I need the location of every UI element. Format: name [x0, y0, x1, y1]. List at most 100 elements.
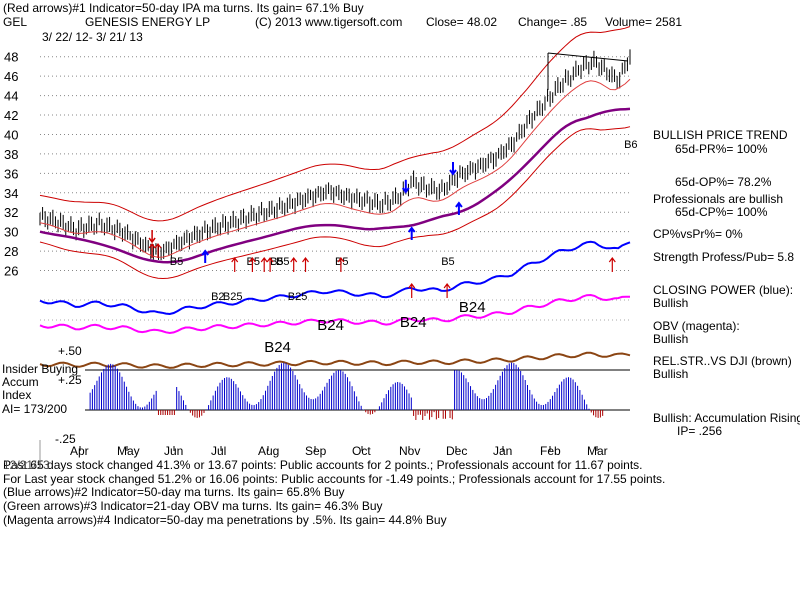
price-tick-label: 30: [4, 225, 18, 240]
signal-label: B5: [270, 256, 283, 268]
lower-band: [39, 126, 631, 280]
price-tick-label: 44: [4, 89, 18, 104]
price-tick-label: 38: [4, 147, 18, 162]
ma-50-line: [39, 107, 631, 264]
red-arrow: [260, 257, 268, 272]
blue-arrow-down: [402, 180, 410, 194]
red-arrow: [154, 243, 162, 258]
month-label: Jun: [164, 444, 183, 458]
op-value: 65d-OP%= 78.2%: [675, 175, 772, 189]
accum-label-accum: Accum: [2, 375, 39, 389]
month-label: Sep: [305, 444, 327, 458]
obv-line: [39, 293, 630, 335]
signal-label: B24: [400, 314, 427, 331]
month-label: Feb: [540, 444, 561, 458]
signal-label: B24: [317, 317, 344, 334]
indicator-2-text: (Blue arrows)#2 Indicator=50-day ma turn…: [3, 485, 345, 499]
price-change: Change= .85: [518, 15, 588, 29]
red-arrow: [608, 257, 616, 272]
footer-overlap-date: 12/21/13: [3, 458, 50, 472]
relstr-label: REL.STR..VS DJI (brown): [653, 354, 792, 368]
accum-ai: AI= 173/200: [2, 402, 68, 416]
cp-vs-pr: CP%vsPr%= 0%: [653, 227, 743, 241]
signal-label: B5: [170, 256, 183, 268]
red-arrow: [302, 257, 309, 272]
relstr-line: [39, 351, 631, 369]
signal-label: B6: [624, 139, 637, 151]
volume: Volume= 2581: [605, 15, 683, 29]
blue-arrow: [201, 249, 209, 263]
price-tick-label: 36: [4, 166, 18, 181]
red-arrow: [290, 257, 298, 272]
pr-value: 65d-PR%= 100%: [675, 142, 768, 156]
signal-label: B5: [441, 256, 454, 268]
price-tick-label: 46: [4, 69, 18, 84]
accum-status: Bullish: Accumulation Rising: [653, 411, 800, 425]
relstr-status: Bullish: [653, 367, 689, 381]
price-tick-label: 34: [4, 186, 18, 201]
pros-bullish: Professionals are bullish: [653, 192, 784, 206]
red-arrow: [443, 283, 451, 298]
trend-title: BULLISH PRICE TREND: [653, 128, 788, 142]
ip-value: IP= .256: [677, 424, 723, 438]
red-arrow: [231, 257, 239, 272]
signal-label: B2: [211, 291, 224, 303]
accum-tick-bottom: -.25: [55, 432, 76, 446]
close-price: Close= 48.02: [426, 15, 498, 29]
signal-label: B24: [264, 339, 291, 356]
accum-tick-mid: +.25: [58, 373, 82, 387]
accum-label-index: Index: [2, 388, 32, 402]
signal-label: B24: [459, 299, 486, 316]
company-name: GENESIS ENERGY LP: [85, 15, 211, 29]
resistance-trendline: [547, 52, 629, 62]
signal-label: B5: [276, 256, 289, 268]
blue-arrow-down: [449, 162, 457, 176]
red-arrow: [248, 257, 256, 272]
signal-label: B25: [288, 291, 308, 303]
obv-label: OBV (magenta):: [653, 319, 740, 333]
footer-last-year: For Last year stock changed 51.2% or 16.…: [3, 472, 666, 486]
signal-label: B5: [335, 256, 348, 268]
blue-arrow: [407, 226, 416, 240]
upper-band: [39, 26, 631, 222]
closing-power-label: CLOSING POWER (blue):: [653, 283, 794, 297]
strength-profess-pub: Strength Profess/Pub= 5.8: [653, 250, 795, 264]
signal-label: B5: [247, 256, 260, 268]
ma-21-line: [39, 78, 631, 258]
red-arrow: [408, 283, 416, 298]
accum-label-insider: Insider Buying: [2, 362, 79, 376]
red-arrow: [337, 257, 345, 272]
footer-65-day: Past 65 days stock changed 41.3% or 13.6…: [3, 458, 643, 472]
month-label: Jul: [211, 444, 226, 458]
copyright: (C) 2013 www.tigersoft.com: [255, 15, 403, 29]
blue-arrow: [455, 201, 463, 215]
price-tick-label: 32: [4, 205, 18, 220]
price-tick-label: 48: [4, 50, 18, 65]
month-label: Apr: [70, 444, 89, 458]
red-arrow: [148, 243, 156, 258]
price-tick-label: 40: [4, 127, 18, 142]
red-arrow-down: [148, 230, 156, 244]
accum-tick-top: +.50: [58, 344, 82, 358]
signal-label: B25: [223, 291, 243, 303]
month-label: Dec: [446, 444, 467, 458]
indicator-1-text: (Red arrows)#1 Indicator=50-day IPA ma t…: [3, 1, 364, 15]
month-label: Jan: [493, 444, 512, 458]
price-tick-label: 42: [4, 108, 18, 123]
indicator-3-text: (Green arrows)#3 Indicator=21-day OBV ma…: [3, 499, 383, 513]
month-label: May: [117, 444, 140, 458]
cp-value: 65d-CP%= 100%: [675, 205, 768, 219]
closing-power-line: [39, 240, 631, 316]
month-label: Mar: [587, 444, 608, 458]
month-label: Nov: [399, 444, 420, 458]
red-arrow: [266, 257, 274, 272]
month-label: Oct: [352, 444, 371, 458]
obv-status: Bullish: [653, 332, 689, 346]
price-tick-label: 26: [4, 264, 18, 279]
price-tick-label: 28: [4, 244, 18, 259]
ticker: GEL: [3, 15, 28, 29]
month-label: Aug: [258, 444, 279, 458]
closing-power-status: Bullish: [653, 296, 689, 310]
date-range: 3/ 22/ 12- 3/ 21/ 13: [42, 30, 143, 44]
